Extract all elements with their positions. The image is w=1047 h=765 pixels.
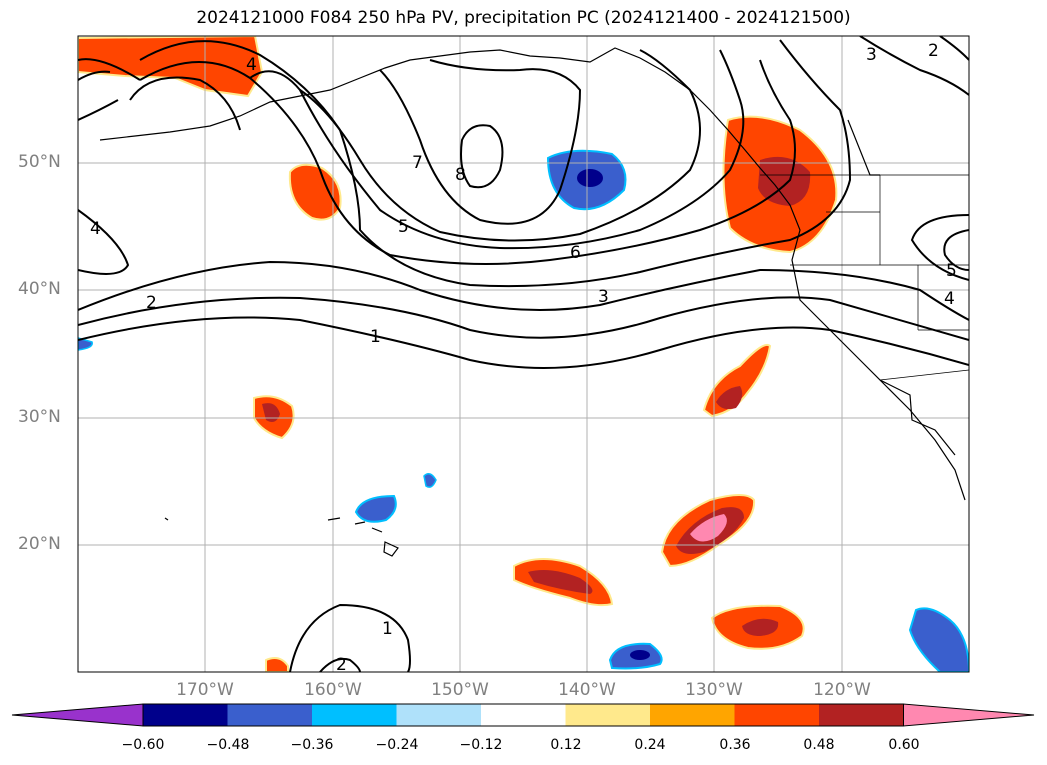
colorbar-segment [312,704,397,726]
precip-blue-patch [423,473,437,488]
precip-negative-fills [78,149,969,672]
lon-label: 150°W [431,680,489,700]
contour-label: 8 [455,165,466,185]
contour-label: 4 [944,289,955,309]
colorbar-segment [819,704,904,726]
colorbar-tick-label: −0.36 [290,737,334,753]
contour-label: 3 [866,45,877,65]
precip-blue-patch [908,607,969,672]
colorbar-segment [227,704,313,726]
contour-label: 6 [570,243,581,263]
colorbar-tick-label: −0.24 [375,737,419,753]
precip-darkblue-patch [577,169,603,187]
precip-orange-patch [265,657,289,672]
lat-label: 40°N [18,279,61,299]
colorbar-segment [734,704,820,726]
precip-red-patch [528,570,593,594]
colorbar-tick-label: 0.60 [888,737,920,753]
colorbar-tick-label: −0.12 [459,737,503,753]
precip-red-patch [742,618,779,636]
lat-label: 50°N [18,152,61,172]
lon-label: 170°W [176,680,234,700]
map-panel: 4 7 8 5 6 3 2 1 4 3 2 5 4 1 2 [77,35,970,675]
contour-label: 5 [946,261,957,281]
lon-label: 120°W [813,680,871,700]
colorbar-tick-label: −0.48 [206,737,250,753]
contour-label: 2 [928,41,939,61]
graticule [78,36,969,672]
precip-pink-patch [690,514,727,542]
colorbar-segment [565,704,651,726]
colorbar-tick-label: 0.24 [634,737,666,753]
colorbar-segment [481,704,566,726]
contour-label: 7 [412,153,423,173]
precip-blue-patch [354,494,397,523]
contour-label: 2 [336,655,347,675]
lon-label: 160°W [304,680,362,700]
contour-label: 4 [246,55,257,75]
contour-label: 5 [398,217,409,237]
precip-red-patch [716,386,743,410]
colorbar-extend-min [11,703,144,727]
colorbar-extend-max [903,703,1035,727]
precip-positive-fills [78,36,838,672]
colorbar-tick-label: 0.48 [803,737,835,753]
precip-orange-patch [288,163,342,221]
colorbar-tick-label: 0.12 [550,737,582,753]
colorbar-segment [396,704,482,726]
lon-label: 130°W [685,680,743,700]
colorbar-tick-label: −0.60 [121,737,165,753]
map-frame [77,35,970,673]
contour-label: 2 [146,293,157,313]
contour-label: 4 [90,219,101,239]
lat-label: 30°N [18,407,61,427]
colorbar-segment [650,704,735,726]
lon-label: 140°W [558,680,616,700]
lat-label: 20°N [18,534,61,554]
map-title: 2024121000 F084 250 hPa PV, precipitatio… [196,8,851,28]
precip-red-patch [758,156,811,206]
contour-label-group: 4 7 8 5 6 3 2 1 4 3 2 5 4 1 2 [90,41,957,675]
pv-contours [78,36,969,672]
precip-darkblue-patch [630,650,650,660]
precip-red-patch [262,403,280,422]
contour-label: 3 [598,287,609,307]
colorbar-outline [142,703,904,727]
colorbar-segment [143,704,228,726]
contour-label: 1 [382,619,393,639]
colorbar-tick-label: 0.36 [719,737,751,753]
contour-label: 1 [370,327,381,347]
political-borders [760,174,969,381]
